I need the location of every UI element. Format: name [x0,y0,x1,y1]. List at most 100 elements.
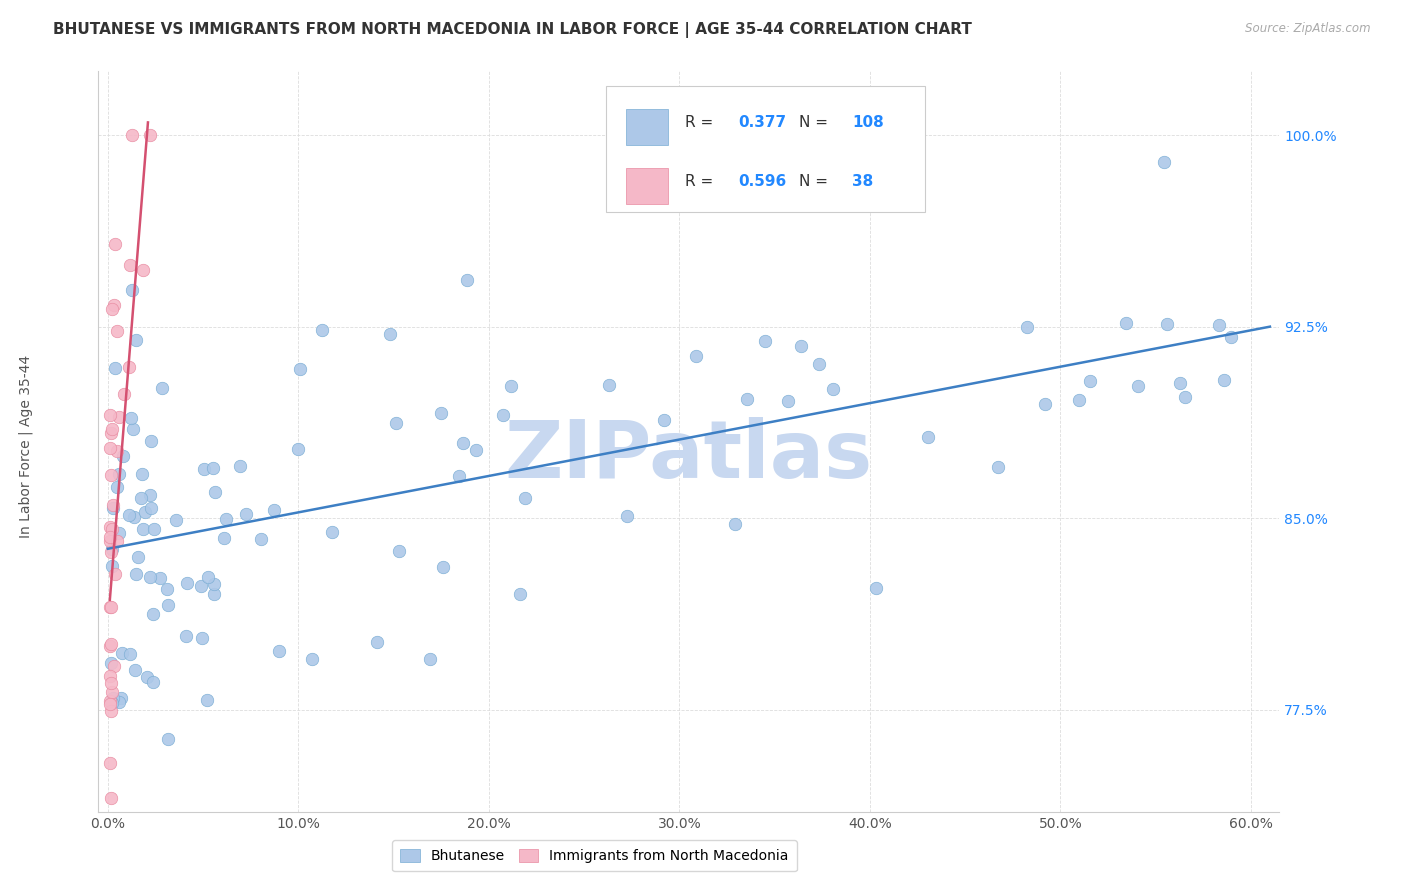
Point [124,663,146,677]
Point [249,532,271,546]
Point [100,676,122,690]
Point [156,582,179,596]
Point [124,509,146,524]
Text: 108: 108 [852,115,884,130]
FancyBboxPatch shape [626,109,668,145]
Point [193,462,215,476]
Point [98,669,121,683]
Point [429,406,451,420]
Point [100,468,122,483]
Point [105,443,128,458]
Point [122,422,145,436]
Point [150,380,173,394]
Point [136,670,159,684]
Point [432,560,454,574]
Text: R =: R = [685,115,718,130]
Point [754,334,776,348]
Point [125,333,148,347]
Point [105,481,128,495]
Point [987,460,1010,475]
Point [127,549,149,564]
Point [100,425,122,440]
Point [112,387,135,401]
Point [139,500,162,515]
Point [165,513,187,527]
Point [108,526,131,541]
Point [104,361,127,376]
Point [98,530,121,544]
Point [1069,393,1091,408]
Point [204,484,226,499]
Point [120,410,142,425]
Text: In Labor Force | Age 35-44: In Labor Force | Age 35-44 [18,354,32,538]
Point [214,531,236,545]
Point [197,570,219,584]
Point [111,646,134,660]
Text: 0.377: 0.377 [738,115,787,130]
Point [100,791,122,805]
Point [141,434,163,448]
Point [100,656,122,670]
Point [98,694,121,708]
Point [190,579,212,593]
Point [1168,376,1191,391]
Point [723,516,745,531]
Point [311,322,333,336]
Point [103,659,125,673]
Point [100,441,122,455]
Point [98,533,121,548]
Point [98,408,121,422]
Point [138,488,160,502]
Point [917,430,939,444]
Text: R =: R = [685,174,718,189]
Point [1017,320,1039,334]
Point [108,410,131,425]
Point [269,644,291,658]
Text: N =: N = [799,174,832,189]
Point [384,416,406,430]
Point [776,394,799,409]
Point [103,298,125,312]
Point [288,361,311,376]
Point [1208,318,1230,333]
Point [808,357,831,371]
Text: Source: ZipAtlas.com: Source: ZipAtlas.com [1246,22,1371,36]
Point [103,690,125,705]
Point [105,534,128,549]
Point [492,408,515,422]
Point [107,695,129,709]
Point [98,756,121,771]
Point [100,600,122,615]
Point [1126,379,1149,393]
Point [100,422,122,436]
Point [125,566,148,581]
FancyBboxPatch shape [626,169,668,204]
Point [105,324,128,338]
FancyBboxPatch shape [606,87,925,212]
Point [515,491,537,505]
Point [174,629,197,643]
Point [101,522,124,536]
Point [129,491,152,505]
Point [1115,316,1137,330]
Point [110,690,132,705]
Point [139,570,162,584]
Point [132,522,155,536]
Point [321,524,343,539]
Point [101,542,124,557]
Point [191,631,214,645]
Point [131,262,153,277]
Point [134,505,156,519]
Point [464,442,486,457]
Point [501,379,523,393]
Point [202,576,225,591]
Point [685,349,707,363]
Point [790,339,813,353]
Point [156,731,179,746]
Point [1213,373,1236,387]
Point [263,503,285,517]
Point [101,559,124,574]
Point [229,458,252,473]
Point [1219,329,1241,343]
Point [1156,318,1178,332]
